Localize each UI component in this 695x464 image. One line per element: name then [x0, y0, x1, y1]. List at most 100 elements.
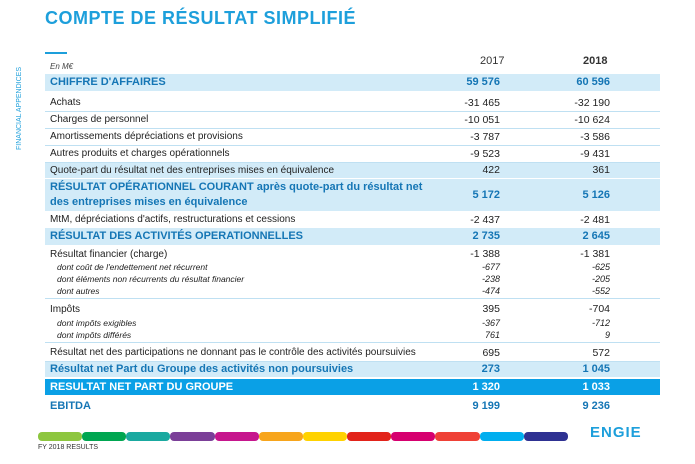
row-label: RÉSULTAT OPÉRATIONNEL COURANT après quot…: [50, 181, 423, 208]
value-2017: 422: [482, 164, 500, 176]
row-label: dont autres: [57, 286, 100, 296]
row-label: Résultat financier (charge): [50, 249, 168, 260]
table-row: dont coût de l'endettement net récurrent…: [45, 261, 660, 273]
value-2018: 1 033: [582, 381, 610, 393]
title: COMPTE DE RÉSULTAT SIMPLIFIÉ: [45, 8, 356, 28]
table-row: EBITDA 9 199 9 236: [45, 398, 660, 414]
value-2017: -3 787: [470, 131, 500, 143]
value-2018: 361: [592, 164, 610, 176]
row-label: Résultat net Part du Groupe des activité…: [50, 363, 354, 375]
footer-text: FY 2018 RESULTS: [38, 444, 99, 451]
value-2018: 2 645: [582, 230, 610, 242]
table-row: Résultat net des participations ne donna…: [45, 345, 660, 362]
title-rule: [45, 52, 67, 54]
bar-segment: [523, 432, 568, 441]
value-2018: -10 624: [574, 114, 610, 126]
value-2018: -625: [591, 262, 610, 272]
row-label: Achats: [50, 97, 81, 108]
row-label: RESULTAT NET PART DU GROUPE: [50, 381, 234, 393]
table-row: Achats -31 465 -32 190: [45, 95, 660, 112]
row-label: dont impôts exigibles: [57, 318, 137, 328]
value-2018: -32 190: [574, 97, 610, 109]
value-2017: -238: [481, 274, 500, 284]
row-label: Amortissements dépréciations et provisio…: [50, 131, 243, 142]
table-row: Charges de personnel -10 051 -10 624: [45, 112, 660, 129]
bar-segment: [258, 432, 303, 441]
bar-segment: [391, 432, 436, 441]
value-2017: 273: [481, 363, 500, 375]
table-row: Résultat financier (charge) -1 388 -1 381: [45, 248, 660, 261]
value-2018: -712: [591, 318, 610, 328]
value-2018: -205: [591, 274, 610, 284]
value-2017: 695: [482, 347, 500, 359]
table-row: Résultat net Part du Groupe des activité…: [45, 362, 660, 377]
value-2017: -1 388: [470, 248, 500, 260]
bar-segment: [82, 432, 127, 441]
value-2017: -677: [481, 262, 500, 272]
value-2018: -9 431: [580, 148, 610, 160]
row-label: Quote-part du résultat net des entrepris…: [50, 165, 335, 176]
value-2018: -3 586: [580, 131, 610, 143]
row-label: dont impôts différés: [57, 330, 132, 340]
value-2018: 60 596: [576, 76, 610, 88]
table-row: RÉSULTAT DES ACTIVITÉS OPERATIONNELLES 2 …: [45, 228, 660, 245]
value-2017: 9 199: [472, 400, 500, 412]
bar-segment: [126, 432, 171, 441]
value-2018: 1 045: [582, 363, 610, 375]
row-label: Charges de personnel: [50, 114, 149, 125]
value-2017: 59 576: [466, 76, 500, 88]
table-row: dont autres -474 -552: [45, 285, 660, 299]
value-2018: -552: [591, 286, 610, 296]
table-row: Amortissements dépréciations et provisio…: [45, 129, 660, 146]
row-label: Autres produits et charges opérationnels: [50, 148, 230, 159]
value-2017: 2 735: [472, 230, 500, 242]
bar-segment: [214, 432, 259, 441]
side-label: FINANCIAL APPENDICES: [16, 67, 23, 150]
value-2017: -2 437: [470, 214, 500, 226]
bar-segment: [435, 432, 480, 441]
table-row: RESULTAT NET PART DU GROUPE 1 320 1 033: [45, 379, 660, 395]
table-row: dont éléments non récurrents du résultat…: [45, 273, 660, 285]
table-row: dont impôts exigibles -367 -712: [45, 317, 660, 329]
bar-segment: [347, 432, 392, 441]
bar-segment: [38, 432, 83, 441]
value-2018: -2 481: [580, 214, 610, 226]
value-2017: -474: [481, 286, 500, 296]
row-label: CHIFFRE D'AFFAIRES: [50, 76, 166, 88]
value-2018: 5 126: [582, 189, 610, 201]
row-label: Résultat net des participations ne donna…: [50, 347, 416, 358]
value-2018: -1 381: [580, 248, 610, 260]
value-2018: -704: [588, 303, 610, 315]
table-row: RÉSULTAT OPÉRATIONNEL COURANT après quot…: [45, 179, 660, 211]
value-2018: 9 236: [582, 400, 610, 412]
value-2017: -367: [481, 318, 500, 328]
row-label: Impôts: [50, 304, 81, 315]
col-2017: 2017: [480, 55, 505, 67]
value-2017: -31 465: [464, 97, 500, 109]
unit: En M€: [50, 62, 74, 71]
value-2018: 572: [592, 347, 610, 359]
bar-segment: [170, 432, 215, 441]
bar-segment: [479, 432, 524, 441]
table-row: Impôts 395 -704: [45, 303, 660, 316]
bar-segment: [302, 432, 348, 441]
value-2017: 395: [482, 303, 500, 315]
color-bar: [38, 428, 568, 441]
table-row: dont impôts différés 761 9: [45, 329, 660, 343]
col-2018: 2018: [583, 55, 608, 67]
value-2017: 761: [484, 330, 500, 340]
row-label: dont éléments non récurrents du résultat…: [57, 274, 245, 284]
table-row: CHIFFRE D'AFFAIRES 59 576 60 596: [45, 74, 660, 91]
value-2017: -10 051: [464, 114, 500, 126]
row-label: MtM, dépréciations d'actifs, restructura…: [50, 214, 296, 225]
table-row: MtM, dépréciations d'actifs, restructura…: [45, 212, 660, 229]
table-row: Quote-part du résultat net des entrepris…: [45, 163, 660, 178]
table-row: Autres produits et charges opérationnels…: [45, 146, 660, 163]
value-2018: 9: [604, 330, 610, 340]
value-2017: 1 320: [472, 381, 500, 393]
row-label: EBITDA: [50, 400, 91, 412]
row-label: dont coût de l'endettement net récurrent: [57, 262, 208, 272]
logo: ENGIE: [590, 424, 642, 441]
value-2017: -9 523: [470, 148, 500, 160]
